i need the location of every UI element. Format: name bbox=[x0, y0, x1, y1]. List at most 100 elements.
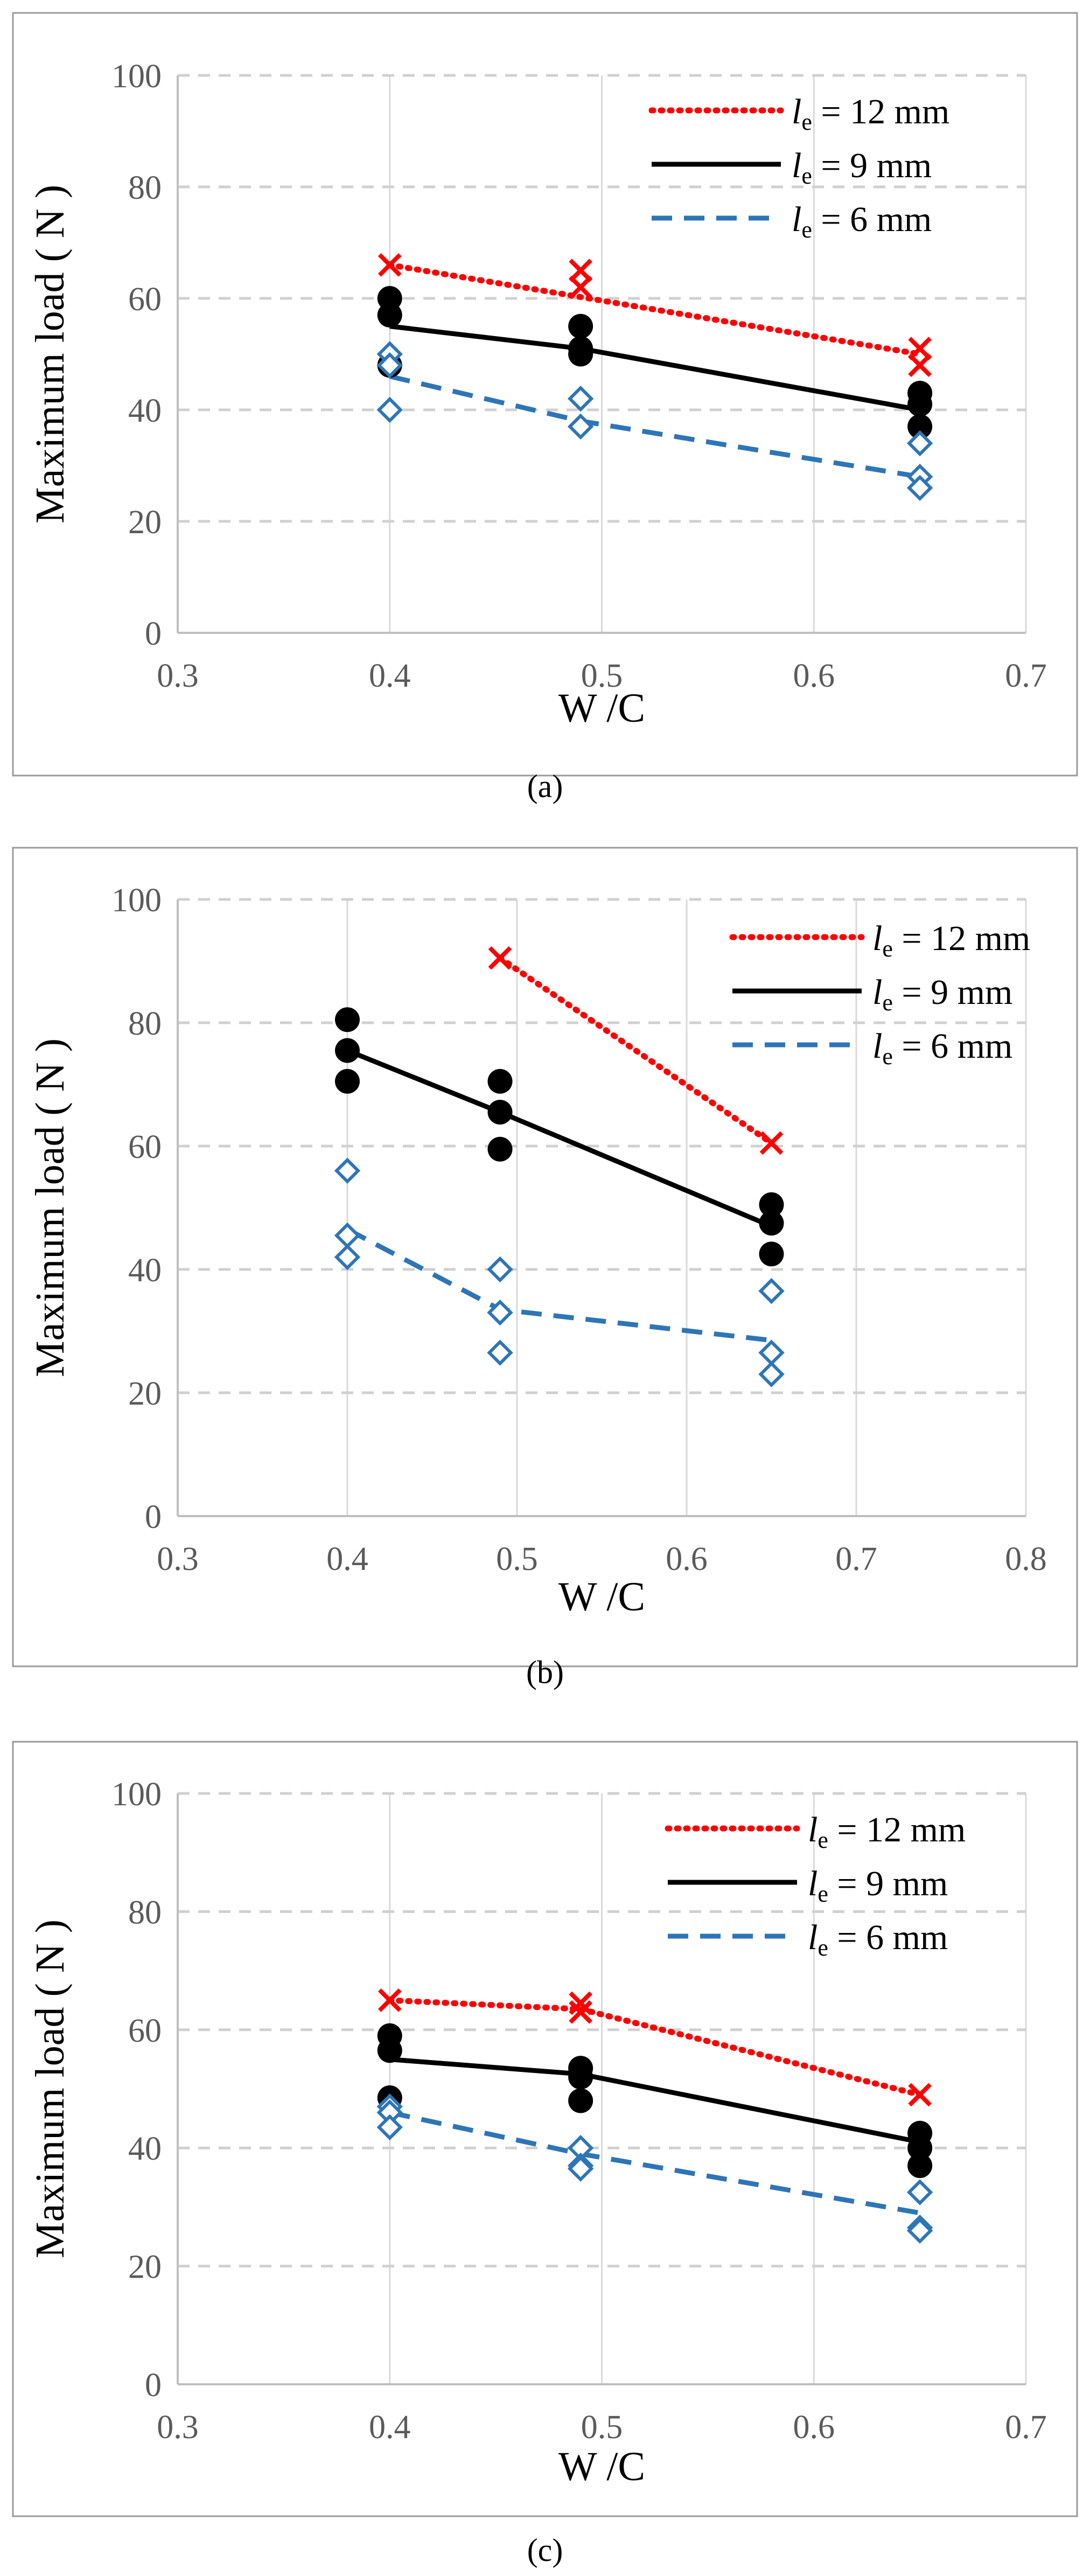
y-tick-label: 80 bbox=[128, 170, 162, 206]
data-point-le6 bbox=[487, 1339, 513, 1366]
data-point-le6 bbox=[487, 1299, 513, 1326]
data-point-le9 bbox=[335, 1069, 360, 1094]
y-axis-label: Maximum load ( N ) bbox=[27, 1038, 73, 1377]
legend-text: = 9 mm bbox=[893, 973, 1012, 1012]
chart-b: 0 20 40 60 80 100 0.3 0.4 0.5 0.6 0.7 0.8 W /C Maximu… bbox=[12, 847, 1078, 1690]
data-point-le6 bbox=[906, 474, 933, 501]
data-point-le6 bbox=[334, 1244, 361, 1270]
y-tick-label: 20 bbox=[128, 2249, 162, 2286]
data-point-le12 bbox=[908, 337, 932, 360]
data-point-le9 bbox=[377, 303, 402, 328]
y-tick-label: 0 bbox=[145, 616, 162, 652]
data-point-le9 bbox=[907, 392, 933, 417]
chart-panel-b: 0 20 40 60 80 100 0.3 0.4 0.5 0.6 0.7 0.8 W /C Maximu… bbox=[0, 835, 1090, 1707]
data-point-le12 bbox=[569, 259, 592, 283]
legend-text: = 6 mm bbox=[893, 1027, 1012, 1066]
legend-subscript: e bbox=[882, 936, 893, 962]
data-point-le6 bbox=[906, 2179, 933, 2205]
legend-symbol: l bbox=[792, 146, 801, 185]
y-tick-label: 20 bbox=[128, 504, 162, 541]
data-point-le6 bbox=[376, 2114, 403, 2141]
x-tick-label: 0.6 bbox=[666, 1541, 708, 1577]
y-axis-label: Maximum load ( N ) bbox=[27, 185, 73, 523]
data-point-le9 bbox=[335, 1007, 360, 1032]
legend-symbol: l bbox=[792, 92, 801, 131]
data-point-le9 bbox=[377, 2038, 402, 2063]
x-tick-label: 0.4 bbox=[369, 658, 411, 694]
x-tick-label: 0.7 bbox=[835, 1541, 877, 1577]
legend-symbol: l bbox=[808, 1810, 818, 1849]
x-tick-label: 0.3 bbox=[157, 1541, 199, 1577]
y-tick-label: 100 bbox=[111, 1776, 162, 1813]
data-point-le9 bbox=[907, 2135, 933, 2161]
data-point-le12 bbox=[488, 946, 512, 970]
legend-label-le9: le = 9 mm bbox=[792, 146, 932, 189]
data-point-le12 bbox=[908, 353, 932, 378]
data-point-le9 bbox=[487, 1136, 513, 1162]
x-tick-label: 0.4 bbox=[326, 1541, 368, 1577]
legend-label-le6: le = 6 mm bbox=[808, 1918, 948, 1961]
x-tick-label: 0.3 bbox=[157, 2409, 199, 2446]
y-tick-label: 100 bbox=[111, 58, 162, 95]
y-tick-label: 60 bbox=[128, 2013, 162, 2049]
legend-text: = 9 mm bbox=[812, 146, 932, 185]
data-point-le9 bbox=[759, 1241, 784, 1267]
legend-text: = 6 mm bbox=[812, 200, 932, 239]
data-point-le6 bbox=[906, 430, 933, 457]
chart-frame bbox=[12, 1741, 1078, 2517]
chart-panel-c: 0 20 40 60 80 100 0.3 0.4 0.5 0.6 0.7 W /C Maximum l… bbox=[0, 1729, 1090, 2576]
data-point-le9 bbox=[487, 1069, 513, 1094]
x-axis-label: W /C bbox=[558, 2444, 645, 2489]
data-point-le6 bbox=[487, 1256, 513, 1283]
data-point-le9 bbox=[568, 341, 593, 367]
y-tick-label: 0 bbox=[145, 2367, 162, 2404]
y-tick-label: 80 bbox=[128, 1894, 162, 1931]
data-point-le12 bbox=[569, 275, 592, 299]
chart-panel-a: 0 20 40 60 80 100 0.3 0.4 0.5 0.6 0.7 W /C Maximum l… bbox=[0, 0, 1090, 824]
data-point-le6 bbox=[567, 413, 594, 440]
legend-label-le6: le = 6 mm bbox=[792, 200, 932, 243]
chart-caption: (a) bbox=[527, 769, 563, 804]
legend-symbol: l bbox=[872, 919, 882, 958]
data-point-le12 bbox=[378, 253, 402, 277]
legend-subscript: e bbox=[882, 1043, 893, 1070]
legend-symbol: l bbox=[872, 973, 882, 1012]
x-tick-label: 0.7 bbox=[1005, 658, 1047, 694]
x-tick-label: 0.3 bbox=[157, 658, 199, 694]
data-point-le6 bbox=[906, 2217, 933, 2244]
x-tick-label: 0.5 bbox=[496, 1541, 538, 1577]
legend-subscript: e bbox=[882, 989, 893, 1016]
x-axis-label: W /C bbox=[558, 1574, 645, 1619]
legend-label-le6: le = 6 mm bbox=[872, 1027, 1012, 1070]
legend-subscript: e bbox=[801, 163, 812, 189]
chart-frame bbox=[12, 847, 1078, 1667]
data-point-le12 bbox=[569, 2000, 592, 2024]
legend-subscript: e bbox=[801, 109, 812, 135]
data-point-le9 bbox=[568, 313, 593, 339]
data-point-le6 bbox=[376, 396, 403, 423]
data-point-le9 bbox=[759, 1192, 784, 1217]
legend-text: = 12 mm bbox=[828, 1810, 966, 1849]
data-point-le9 bbox=[335, 1038, 360, 1063]
legend-text: = 12 mm bbox=[893, 919, 1030, 958]
legend-subscript: e bbox=[818, 1881, 828, 1907]
legend-text: = 9 mm bbox=[828, 1864, 948, 1903]
data-point-le9 bbox=[907, 414, 933, 439]
data-point-le12 bbox=[908, 2083, 932, 2107]
data-point-le9 bbox=[759, 1211, 784, 1236]
trend-line-le12 bbox=[497, 955, 774, 1146]
x-tick-label: 0.7 bbox=[1005, 2409, 1047, 2446]
legend-label-le9: le = 9 mm bbox=[872, 973, 1012, 1016]
data-point-le9 bbox=[568, 2088, 593, 2113]
data-point-le12 bbox=[759, 1131, 784, 1155]
legend-subscript: e bbox=[818, 1827, 828, 1853]
data-point-le9 bbox=[487, 1100, 513, 1125]
legend-symbol: l bbox=[872, 1027, 882, 1066]
legend-label-le12: le = 12 mm bbox=[792, 92, 949, 135]
data-point-le12 bbox=[378, 1988, 402, 2012]
x-tick-label: 0.6 bbox=[793, 658, 835, 694]
data-point-le6 bbox=[758, 1361, 785, 1387]
y-tick-label: 80 bbox=[128, 1006, 162, 1042]
y-tick-label: 0 bbox=[145, 1499, 162, 1535]
legend-symbol: l bbox=[792, 200, 801, 239]
